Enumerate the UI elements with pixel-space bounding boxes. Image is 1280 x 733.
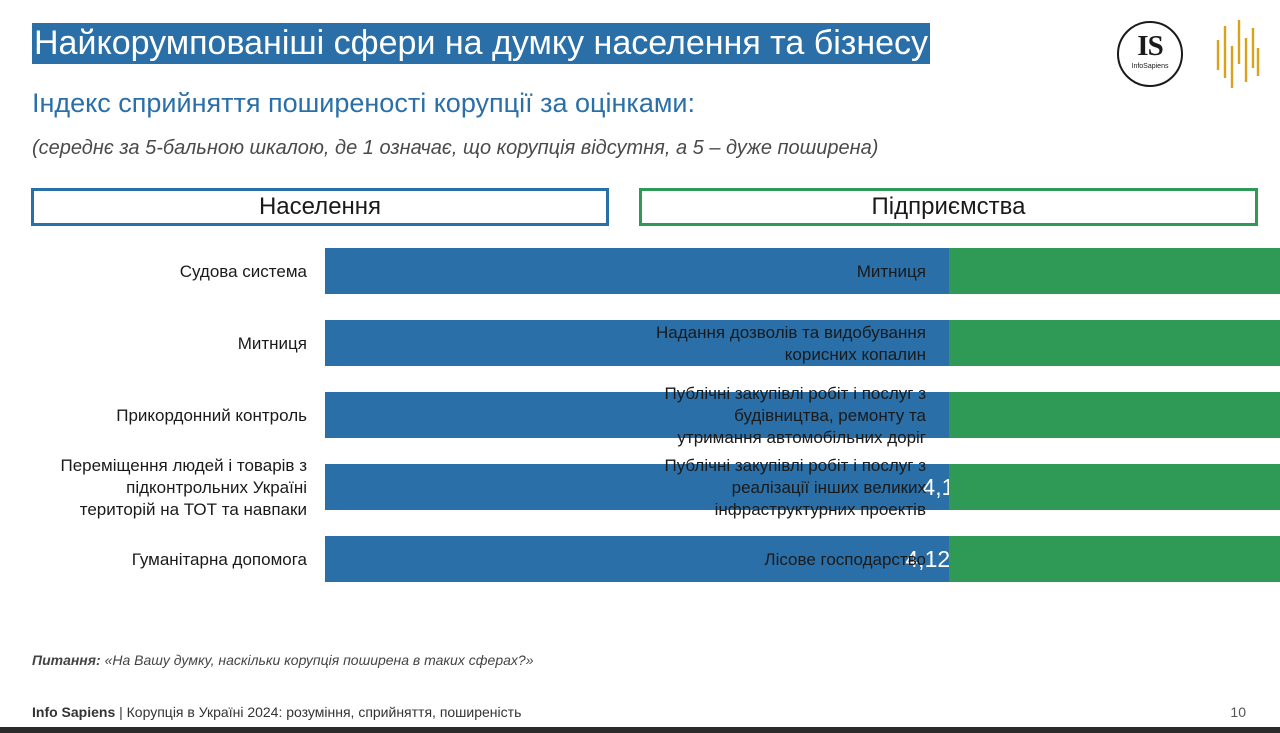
business-category-label-1: Митниця (857, 262, 926, 281)
population-category-label-5: Гуманітарна допомога (132, 550, 308, 569)
population-bar-3 (325, 392, 1041, 438)
business-category-label-3: Публічні закупівлі робіт і послуг з будів… (665, 384, 927, 447)
logo-name: InfoSapiens (1131, 63, 1169, 70)
footer-brand: Info Sapiens (32, 704, 116, 720)
survey-question: Питання: «На Вашу думку, наскільки коруп… (32, 652, 534, 668)
footer-text: | Корупція в Україні 2024: розуміння, сп… (119, 704, 522, 720)
bottom-divider (0, 727, 1280, 733)
population-category-label-2: Митниця (238, 334, 307, 353)
population-category-label-1: Судова система (180, 262, 308, 281)
page-number: 10 (1230, 704, 1246, 720)
business-bar-3 (949, 392, 1280, 438)
footer: Info Sapiens | Корупція в Україні 2024: … (32, 704, 521, 720)
business-bar-4 (949, 464, 1280, 510)
population-bar-5 (325, 536, 962, 582)
population-category-label-4: Переміщення людей і товарів з підконтроль… (60, 456, 307, 519)
population-category-label-3: Прикордонний контроль (116, 406, 307, 425)
business-panel-header: Підприємства (639, 188, 1258, 226)
question-text: «На Вашу думку, наскільки корупція пошир… (104, 652, 534, 668)
scale-note: (середнє за 5-бальною шкалою, де 1 означ… (32, 137, 879, 159)
business-bar-5 (949, 536, 1280, 582)
population-panel-header: Населення (31, 188, 609, 226)
population-value-label-5: 4,12 (905, 546, 950, 572)
page-title: Найкорумпованіші сфери на думку населенн… (32, 23, 931, 64)
brand-mark-icon (1216, 20, 1260, 88)
business-category-label-2: Надання дозволів та видобування корисних … (656, 323, 926, 364)
business-category-label-4: Публічні закупівлі робіт і послуг з реалі… (665, 456, 927, 519)
page-subtitle: Індекс сприйняття поширеності корупції з… (32, 88, 695, 118)
business-bar-1 (949, 248, 1280, 294)
infosapiens-logo: IS InfoSapiens (1117, 21, 1183, 87)
business-bar-2 (949, 320, 1280, 366)
question-label: Питання: (32, 652, 101, 668)
population-bar-4 (325, 464, 979, 510)
logo-letters: IS (1137, 30, 1163, 62)
business-category-label-5: Лісове господарство (764, 550, 926, 569)
